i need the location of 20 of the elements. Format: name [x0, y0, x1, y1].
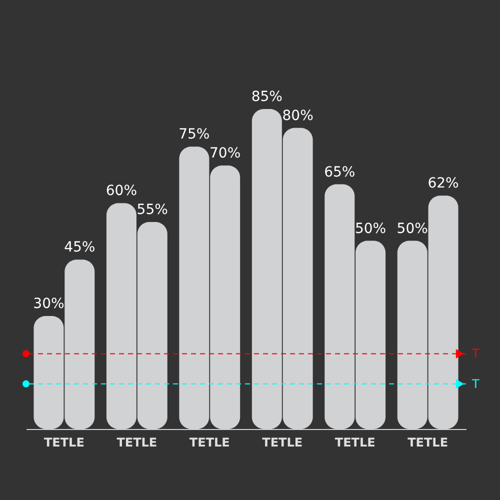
- data-label: 70%: [210, 145, 241, 162]
- data-label: 50%: [396, 220, 428, 237]
- x-tick-label: TETLE: [44, 436, 84, 450]
- ref-line-label: T: [471, 376, 480, 391]
- data-label: 75%: [178, 126, 210, 143]
- data-label: 60%: [106, 183, 138, 200]
- data-label: 62%: [428, 176, 459, 192]
- x-tick-label: TETLE: [116, 436, 158, 450]
- x-tick-label: TETLE: [189, 436, 230, 450]
- data-label: 80%: [282, 108, 314, 124]
- x-tick-label: TETLE: [262, 436, 303, 450]
- x-tick-label: TETLE: [408, 436, 448, 450]
- data-label: 50%: [354, 220, 386, 237]
- data-label: 85%: [251, 89, 282, 105]
- ref-line-label: T: [471, 346, 480, 361]
- data-label: 45%: [64, 240, 96, 256]
- data-label: 30%: [33, 296, 64, 312]
- data-label: 65%: [324, 164, 356, 180]
- data-label: 55%: [136, 202, 168, 218]
- x-tick-label: TETLE: [334, 436, 376, 450]
